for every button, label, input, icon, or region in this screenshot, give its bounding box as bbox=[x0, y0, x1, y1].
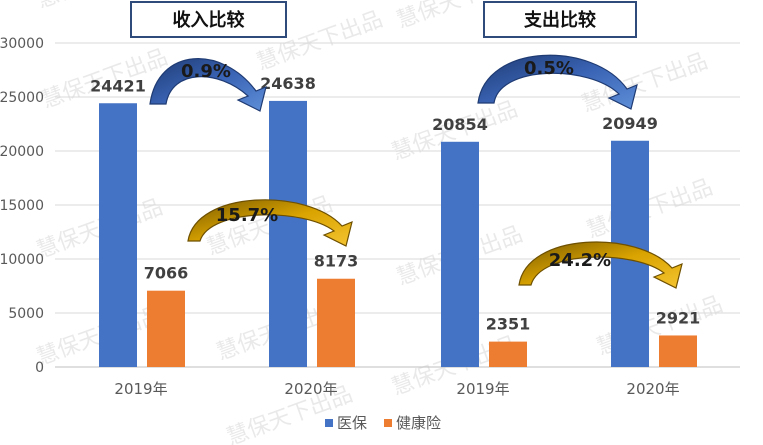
growth-arrow-icon bbox=[149, 58, 267, 112]
data-label: 24421 bbox=[90, 76, 146, 95]
growth-arrow-icon bbox=[518, 241, 683, 289]
y-tick-label: 30000 bbox=[0, 36, 44, 52]
legend-label: 医保 bbox=[337, 414, 367, 432]
y-tick-label: 5000 bbox=[8, 306, 44, 322]
data-labels: 24421 24638 20854 20949 7066 8173 2351 2921 bbox=[90, 74, 700, 334]
data-label: 24638 bbox=[260, 74, 316, 93]
bar-medical bbox=[441, 141, 479, 367]
bar-medical bbox=[269, 100, 307, 367]
legend-label: 健康险 bbox=[396, 414, 441, 432]
growth-arrow-icon bbox=[187, 199, 353, 247]
legend-swatch bbox=[384, 419, 392, 427]
growth-arrows: 0.9% 15.7% 0.5% 24.2% bbox=[149, 54, 683, 289]
category-labels: 2019年 2020年 2019年 2020年 bbox=[114, 380, 679, 398]
data-label: 20949 bbox=[602, 114, 658, 133]
growth-percent-label: 0.9% bbox=[181, 61, 231, 82]
growth-percent-label: 15.7% bbox=[216, 205, 278, 226]
y-axis-ticks: 0 5000 10000 15000 20000 25000 30000 bbox=[0, 36, 44, 376]
data-label: 20854 bbox=[432, 115, 488, 134]
x-category-label: 2019年 bbox=[456, 380, 509, 398]
bar-medical bbox=[99, 103, 137, 367]
legend-swatch bbox=[325, 419, 333, 427]
y-tick-label: 15000 bbox=[0, 198, 44, 214]
group-title-box bbox=[130, 1, 287, 38]
group-title-box bbox=[483, 1, 637, 38]
growth-percent-label: 24.2% bbox=[549, 250, 611, 271]
y-tick-label: 10000 bbox=[0, 252, 44, 268]
bar-health bbox=[659, 335, 697, 367]
x-category-label: 2020年 bbox=[284, 380, 337, 398]
y-tick-label: 25000 bbox=[0, 90, 44, 106]
watermark-text: 慧保天下出品 bbox=[579, 49, 712, 118]
data-label: 2351 bbox=[486, 315, 531, 334]
watermark-text: 慧保天下出品 bbox=[584, 175, 717, 244]
bar-health bbox=[489, 341, 527, 367]
bar-health bbox=[317, 278, 355, 367]
x-category-label: 2020年 bbox=[626, 380, 679, 398]
growth-arrow-icon bbox=[477, 54, 638, 110]
x-category-label: 2019年 bbox=[114, 380, 167, 398]
data-label: 7066 bbox=[144, 264, 189, 283]
y-tick-label: 20000 bbox=[0, 144, 44, 160]
data-label: 8173 bbox=[314, 252, 359, 271]
group-title: 收入比较 bbox=[173, 9, 245, 31]
data-label: 2921 bbox=[656, 308, 701, 327]
growth-percent-label: 0.5% bbox=[524, 58, 574, 79]
legend: 医保 健康险 bbox=[325, 414, 441, 432]
y-tick-label: 0 bbox=[35, 360, 44, 376]
bar-health bbox=[147, 290, 185, 367]
group-title: 支出比较 bbox=[523, 9, 596, 31]
group-titles: 收入比较 支出比较 bbox=[130, 1, 637, 38]
